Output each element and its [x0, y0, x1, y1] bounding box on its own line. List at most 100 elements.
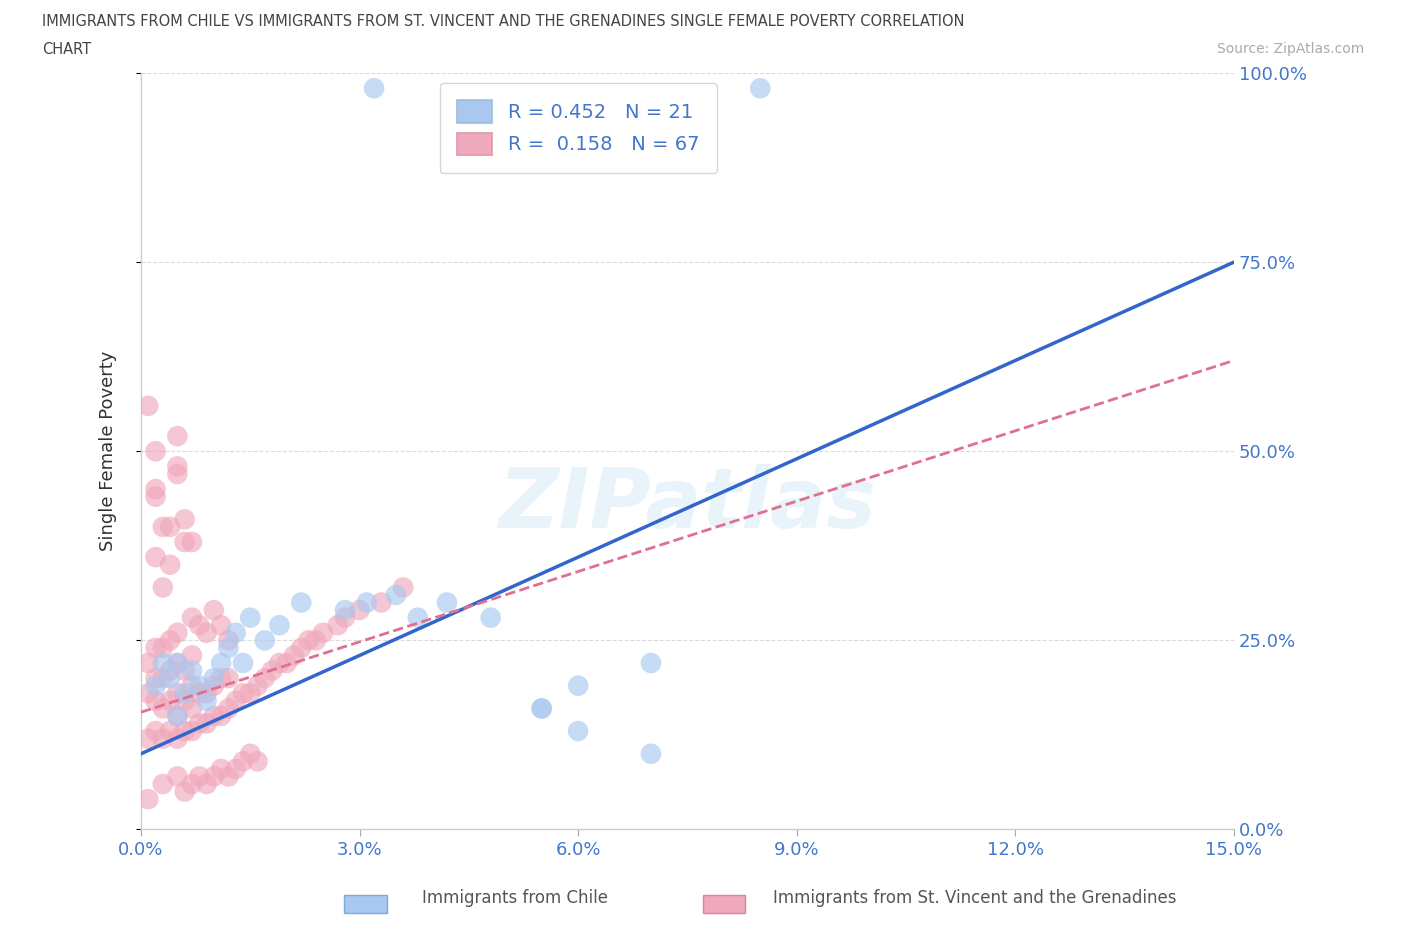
Point: [159, 557, 181, 572]
Point: [392, 580, 415, 595]
Point: [159, 663, 181, 678]
Point: [181, 535, 204, 550]
Point: [173, 694, 195, 709]
Point: [145, 724, 167, 738]
Point: [145, 489, 167, 504]
Text: CHART: CHART: [42, 42, 91, 57]
Point: [159, 633, 181, 648]
Point: [202, 769, 225, 784]
Point: [530, 701, 553, 716]
Point: [136, 731, 159, 746]
Point: [239, 747, 262, 762]
Point: [202, 603, 225, 618]
Point: [312, 625, 335, 640]
Point: [173, 685, 195, 700]
Point: [225, 625, 247, 640]
Point: [166, 656, 188, 671]
Point: [217, 633, 239, 648]
Point: [145, 482, 167, 497]
Point: [370, 595, 392, 610]
Point: [232, 754, 254, 769]
Point: [225, 694, 247, 709]
Point: [567, 678, 589, 693]
Point: [246, 754, 269, 769]
Point: [181, 663, 204, 678]
Point: [173, 535, 195, 550]
Point: [253, 671, 276, 685]
Point: [166, 709, 188, 724]
Point: [181, 724, 204, 738]
Point: [173, 724, 195, 738]
Point: [136, 685, 159, 700]
Point: [283, 648, 305, 663]
Point: [159, 694, 181, 709]
Point: [217, 769, 239, 784]
Point: [640, 656, 662, 671]
Point: [202, 678, 225, 693]
Point: [269, 656, 291, 671]
Point: [195, 777, 218, 791]
Point: [166, 685, 188, 700]
Legend: R = 0.452   N = 21, R =  0.158   N = 67: R = 0.452 N = 21, R = 0.158 N = 67: [440, 83, 717, 172]
Point: [349, 603, 371, 618]
Point: [640, 747, 662, 762]
Point: [363, 81, 385, 96]
Point: [136, 398, 159, 413]
Point: [209, 618, 232, 632]
Point: [145, 641, 167, 656]
Text: Source: ZipAtlas.com: Source: ZipAtlas.com: [1216, 42, 1364, 56]
Point: [152, 656, 174, 671]
Point: [152, 701, 174, 716]
Point: [290, 641, 312, 656]
Point: [567, 724, 589, 738]
Point: [166, 429, 188, 444]
Point: [225, 762, 247, 777]
Point: [195, 685, 218, 700]
Point: [188, 716, 211, 731]
Point: [188, 678, 211, 693]
Point: [239, 610, 262, 625]
Point: [195, 694, 218, 709]
Point: [159, 671, 181, 685]
Point: [152, 580, 174, 595]
Point: [239, 685, 262, 700]
Point: [166, 625, 188, 640]
Point: [159, 520, 181, 535]
Point: [217, 671, 239, 685]
Point: [181, 777, 204, 791]
Point: [136, 791, 159, 806]
Point: [209, 671, 232, 685]
Point: [217, 641, 239, 656]
Point: [181, 610, 204, 625]
Point: [290, 595, 312, 610]
Point: [209, 656, 232, 671]
Point: [232, 656, 254, 671]
Point: [385, 588, 408, 603]
Point: [145, 671, 167, 685]
Point: [326, 618, 349, 632]
Point: [749, 81, 772, 96]
Point: [181, 701, 204, 716]
Point: [479, 610, 502, 625]
Point: [159, 724, 181, 738]
Point: [136, 656, 159, 671]
Point: [406, 610, 429, 625]
Point: [209, 709, 232, 724]
Point: [356, 595, 378, 610]
Point: [145, 694, 167, 709]
Y-axis label: Single Female Poverty: Single Female Poverty: [100, 352, 117, 551]
Point: [188, 618, 211, 632]
Point: [181, 648, 204, 663]
Point: [297, 633, 319, 648]
Point: [253, 633, 276, 648]
Point: [333, 610, 356, 625]
Point: [305, 633, 328, 648]
Point: [262, 663, 284, 678]
Point: [181, 678, 204, 693]
Point: [246, 678, 269, 693]
Point: [173, 512, 195, 526]
Point: [152, 777, 174, 791]
Point: [202, 709, 225, 724]
Point: [166, 656, 188, 671]
Point: [232, 685, 254, 700]
